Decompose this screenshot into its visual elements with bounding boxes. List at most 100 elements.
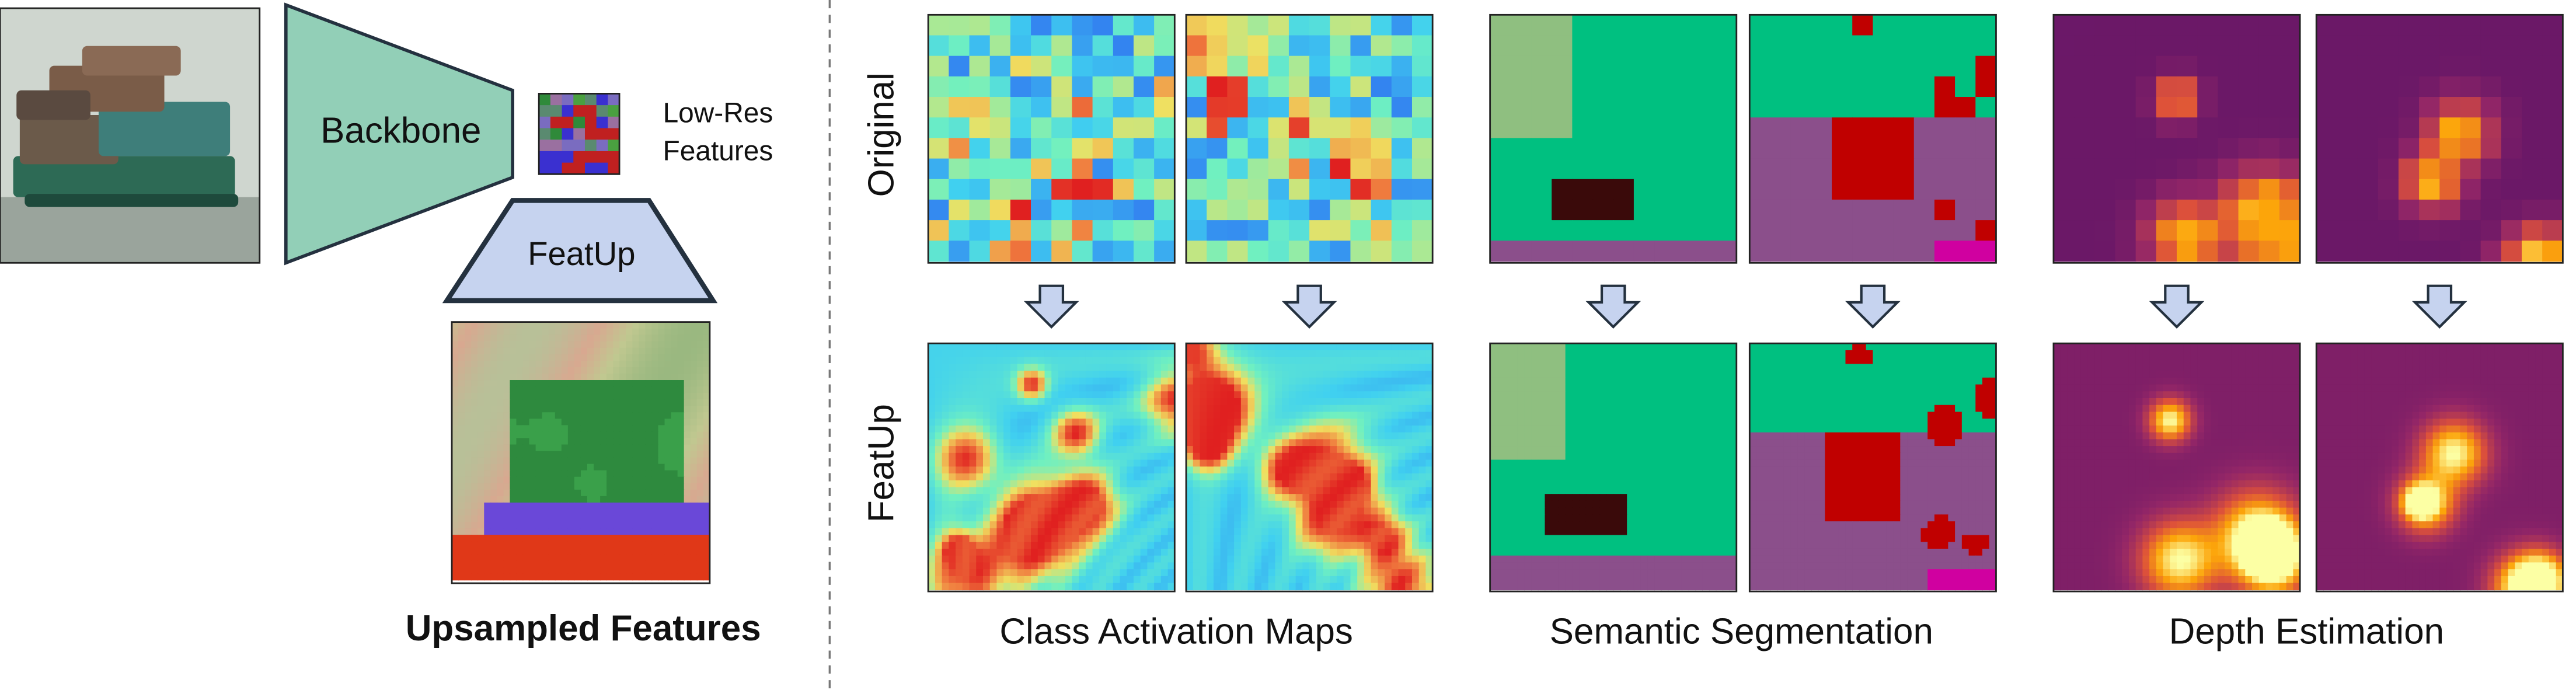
pixel — [580, 419, 588, 426]
pixel — [594, 489, 601, 497]
pixel — [465, 535, 472, 542]
pixel — [956, 419, 963, 426]
pixel — [956, 371, 963, 378]
pixel — [1044, 466, 1052, 474]
pixel — [1510, 357, 1518, 365]
pixel — [484, 328, 492, 336]
pixel — [962, 419, 970, 426]
pixel — [1330, 35, 1351, 57]
pixel — [1154, 555, 1162, 563]
pixel — [600, 483, 607, 490]
pixel — [1140, 452, 1148, 461]
original-map — [1489, 13, 1738, 264]
pixel — [574, 554, 581, 562]
pixel — [690, 554, 698, 562]
pixel — [1510, 97, 1532, 119]
pixel — [928, 542, 936, 549]
pixel — [969, 425, 977, 433]
pixel — [1411, 569, 1420, 577]
pixel — [1186, 412, 1194, 420]
pixel — [1613, 76, 1634, 97]
pixel — [1268, 521, 1276, 529]
pixel — [1330, 384, 1337, 392]
pixel — [471, 489, 479, 497]
pixel — [1106, 528, 1114, 536]
pixel — [465, 470, 472, 478]
pixel — [976, 371, 984, 378]
pixel — [1391, 494, 1399, 501]
pixel — [1391, 364, 1399, 371]
pixel — [639, 380, 646, 387]
pixel — [1633, 117, 1655, 139]
pixel — [976, 350, 984, 358]
pixel — [1385, 562, 1392, 570]
pixel — [1675, 138, 1696, 159]
pixel — [1497, 371, 1504, 378]
input-photo — [0, 7, 261, 264]
pixel — [1425, 500, 1434, 508]
pixel — [1585, 377, 1594, 385]
pixel — [1268, 405, 1276, 413]
pixel — [626, 535, 633, 542]
pixel — [690, 528, 698, 535]
pixel — [1730, 364, 1737, 371]
pixel — [600, 554, 607, 562]
pixel — [529, 476, 536, 484]
pixel — [1592, 357, 1601, 365]
pixel — [567, 548, 575, 555]
pixel — [1668, 377, 1676, 385]
pixel — [1017, 364, 1025, 371]
pixel — [1207, 241, 1228, 262]
pixel — [1316, 555, 1324, 563]
pixel — [956, 521, 963, 529]
pixel — [1391, 220, 1413, 242]
pixel — [619, 419, 627, 426]
pixel — [477, 380, 485, 387]
pixel — [561, 386, 569, 393]
pixel — [1350, 179, 1372, 200]
pixel — [651, 457, 659, 465]
pixel — [1010, 542, 1018, 549]
pixel — [529, 535, 536, 542]
pixel — [982, 562, 991, 570]
pixel — [1079, 446, 1086, 454]
pixel — [522, 567, 530, 574]
pixel — [1675, 158, 1696, 180]
pixel — [1675, 350, 1682, 358]
pixel — [497, 464, 504, 471]
pixel — [1282, 494, 1289, 501]
pixel — [1572, 76, 1594, 97]
pixel — [1592, 241, 1614, 262]
pixel — [989, 432, 998, 440]
pixel — [1357, 398, 1365, 406]
pixel — [1200, 398, 1208, 406]
pixel — [1398, 371, 1406, 378]
pixel — [458, 328, 465, 336]
pixel — [1072, 55, 1093, 77]
pixel — [594, 431, 601, 439]
pixel — [1330, 199, 1351, 221]
pixel — [465, 425, 472, 433]
pixel — [522, 522, 530, 529]
pixel — [1113, 419, 1121, 426]
pixel — [996, 419, 1005, 426]
pixel — [516, 334, 524, 342]
pixel — [1065, 439, 1073, 447]
pixel — [1037, 487, 1045, 495]
pixel — [1106, 419, 1114, 426]
pixel — [1031, 459, 1038, 468]
pixel — [522, 360, 530, 368]
pixel — [1391, 452, 1399, 461]
pixel — [942, 576, 950, 584]
pixel — [1316, 391, 1324, 399]
pixel — [1398, 514, 1406, 522]
pixel — [573, 93, 585, 106]
pixel — [989, 117, 1011, 139]
pixel — [1092, 521, 1100, 529]
pixel — [613, 522, 621, 529]
pixel — [1200, 555, 1208, 563]
pixel — [1378, 357, 1385, 365]
pixel — [1398, 357, 1406, 365]
pixel — [580, 425, 588, 433]
pixel — [690, 328, 698, 336]
